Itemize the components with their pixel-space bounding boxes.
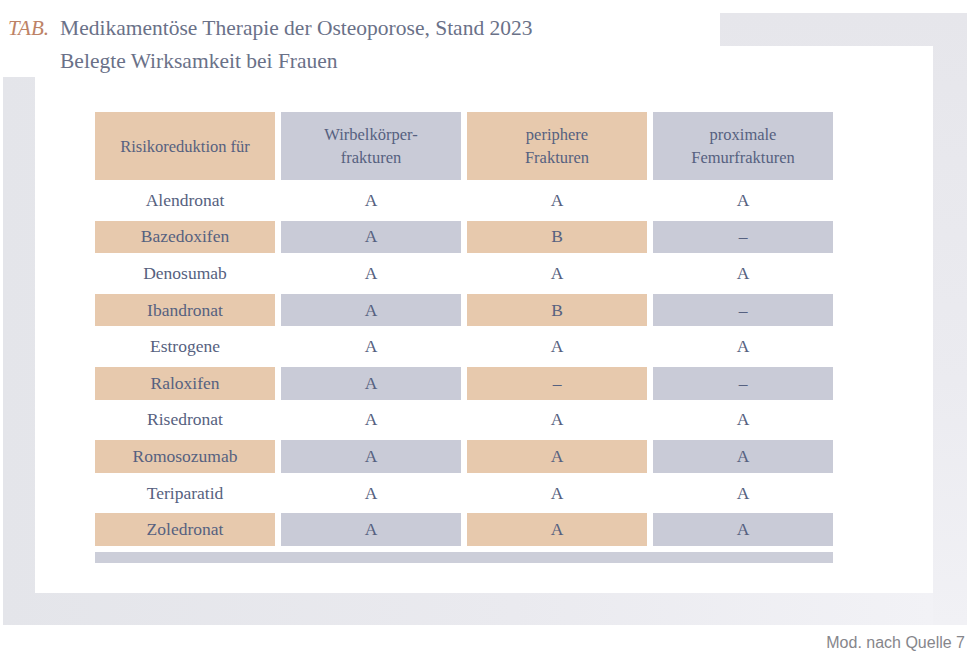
value-cell: A [653,475,833,512]
value-cell: A [653,182,833,219]
header-cell-line: proximale [710,123,777,146]
source-note: Mod. nach Quelle 7 [826,634,965,652]
value-cell: – [653,221,833,254]
value-cell: A [281,182,461,219]
table-row: RomosozumabAAA [95,438,833,475]
value-cell: A [281,294,461,327]
osteoporosis-therapy-table: Risikoreduktion für Wirbelkörper-frakture… [95,112,833,563]
header-cell-line: periphere [526,123,588,146]
drug-name-cell: Teriparatid [95,475,275,512]
table-row: RaloxifenA–– [95,365,833,402]
table-title: Medikamentöse Therapie der Osteoporose, … [60,12,533,78]
table-row: IbandronatAB– [95,292,833,329]
value-cell: A [281,402,461,439]
header-cell-line: Frakturen [525,146,589,169]
table-row: RisedronatAAA [95,402,833,439]
header-cell: Wirbelkörper-frakturen [281,112,461,180]
header-cell: periphereFrakturen [467,112,647,180]
value-cell: B [467,221,647,254]
header-cell-line: frakturen [341,146,401,169]
table-tag-label: TAB. [8,12,49,45]
drug-name-cell: Risedronat [95,402,275,439]
table-row: AlendronatAAA [95,182,833,219]
value-cell: A [653,402,833,439]
value-cell: A [467,475,647,512]
value-cell: – [467,367,647,400]
drug-name-cell: Estrogene [95,328,275,365]
value-cell: A [467,328,647,365]
value-cell: A [281,255,461,292]
value-cell: A [467,182,647,219]
table-row: DenosumabAAA [95,255,833,292]
value-cell: A [653,440,833,473]
value-cell: A [281,328,461,365]
header-cell: proximaleFemurfrakturen [653,112,833,180]
value-cell: – [653,367,833,400]
value-cell: A [281,221,461,254]
table-body: AlendronatAAABazedoxifenAB–DenosumabAAAI… [95,182,833,548]
header-cell-line: Wirbelkörper- [324,123,417,146]
value-cell: A [653,513,833,546]
header-cell-line: Femurfrakturen [691,146,795,169]
table-title-line1: Medikamentöse Therapie der Osteoporose, … [60,12,533,45]
drug-name-cell: Zoledronat [95,513,275,546]
drug-name-cell: Bazedoxifen [95,221,275,254]
value-cell: A [281,367,461,400]
drug-name-cell: Ibandronat [95,294,275,327]
page: TAB. Medikamentöse Therapie der Osteopor… [0,0,971,665]
value-cell: A [467,255,647,292]
value-cell: A [281,440,461,473]
drug-name-cell: Denosumab [95,255,275,292]
value-cell: A [467,402,647,439]
value-cell: – [653,294,833,327]
header-cell: Risikoreduktion für [95,112,275,180]
value-cell: A [281,513,461,546]
table-title-line2: Belegte Wirksamkeit bei Frauen [60,45,533,78]
value-cell: A [653,255,833,292]
table-row: TeriparatidAAA [95,475,833,512]
table-header-row: Risikoreduktion für Wirbelkörper-frakture… [95,112,833,180]
drug-name-cell: Romosozumab [95,440,275,473]
table-row: EstrogeneAAA [95,328,833,365]
value-cell: A [467,440,647,473]
drug-name-cell: Raloxifen [95,367,275,400]
table-row: ZoledronatAAA [95,511,833,548]
value-cell: A [281,475,461,512]
table-truncated-row [95,552,833,563]
drug-name-cell: Alendronat [95,182,275,219]
header-cell-line: Risikoreduktion für [120,135,250,158]
value-cell: A [653,328,833,365]
value-cell: B [467,294,647,327]
value-cell: A [467,513,647,546]
table-title-block: TAB. Medikamentöse Therapie der Osteopor… [8,12,533,78]
table-row: BazedoxifenAB– [95,219,833,256]
